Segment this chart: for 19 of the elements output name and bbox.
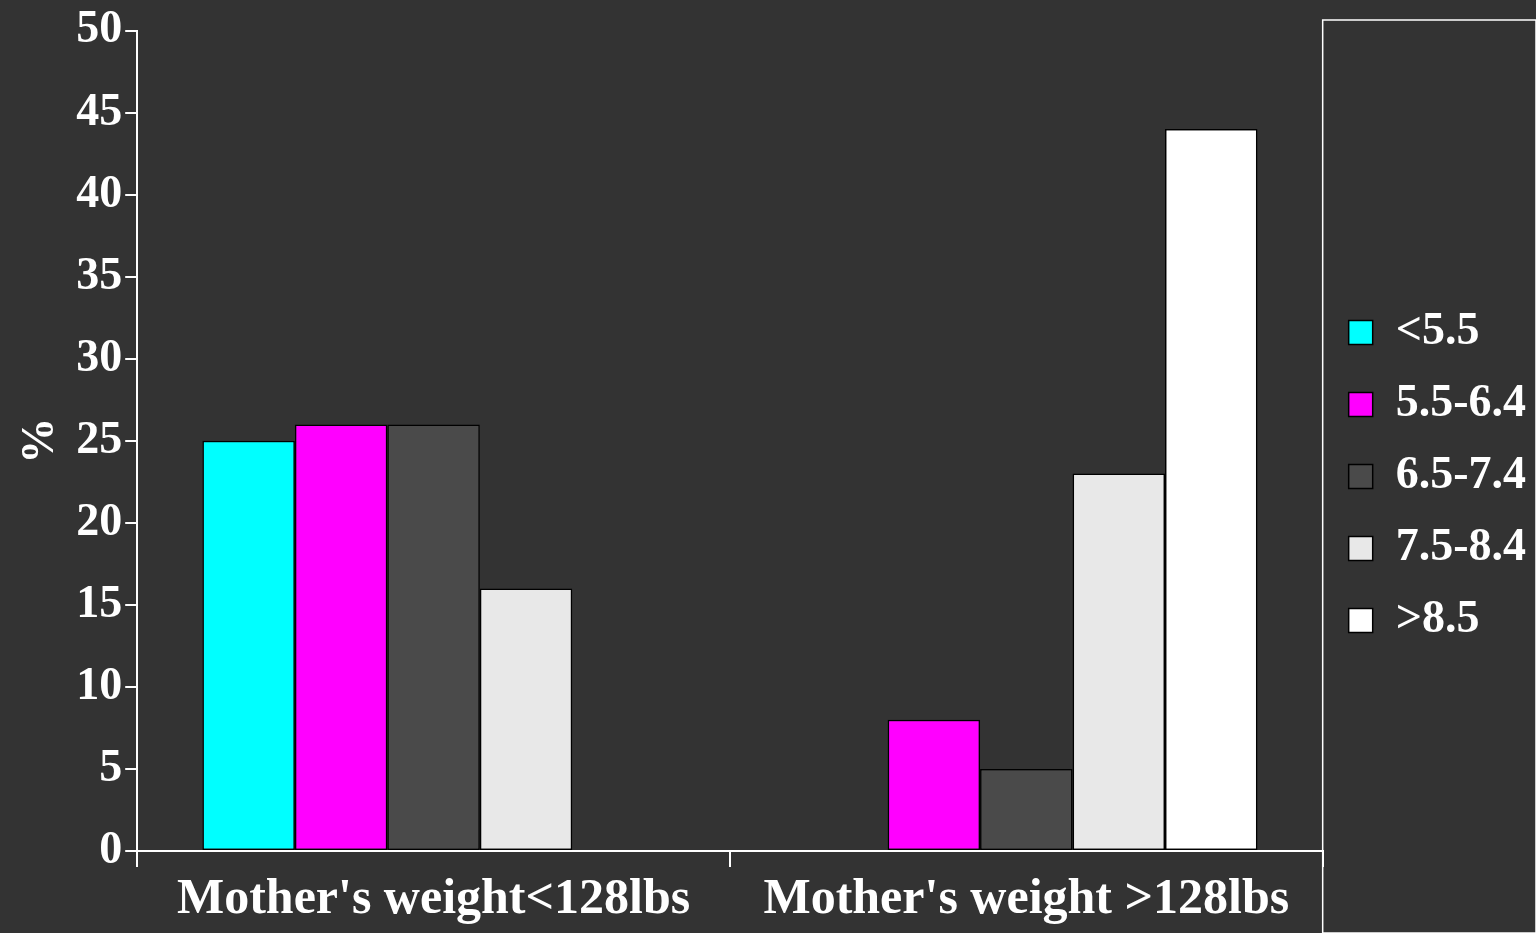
legend-label: <5.5 (1395, 303, 1480, 355)
y-tick-label: 5 (99, 739, 123, 791)
y-tick-label: 40 (76, 165, 123, 217)
x-tick-label: Mother's weight >128lbs (763, 867, 1290, 924)
legend-label: >8.5 (1395, 591, 1480, 643)
y-tick-label: 15 (76, 575, 123, 627)
legend-label: 5.5-6.4 (1395, 375, 1527, 427)
legend-label: 7.5-8.4 (1395, 519, 1527, 571)
y-tick-label: 10 (76, 657, 123, 709)
y-tick-label: 45 (76, 83, 123, 135)
y-tick-label: 35 (76, 247, 123, 299)
y-axis-title: % (12, 417, 64, 464)
y-tick-label: 50 (76, 1, 123, 53)
legend-label: 6.5-7.4 (1395, 447, 1527, 499)
y-tick-label: 25 (76, 411, 123, 463)
y-tick-label: 20 (76, 493, 123, 545)
x-tick-label: Mother's weight<128lbs (176, 867, 691, 924)
y-tick-label: 30 (76, 329, 123, 381)
y-tick-label: 0 (99, 821, 123, 873)
